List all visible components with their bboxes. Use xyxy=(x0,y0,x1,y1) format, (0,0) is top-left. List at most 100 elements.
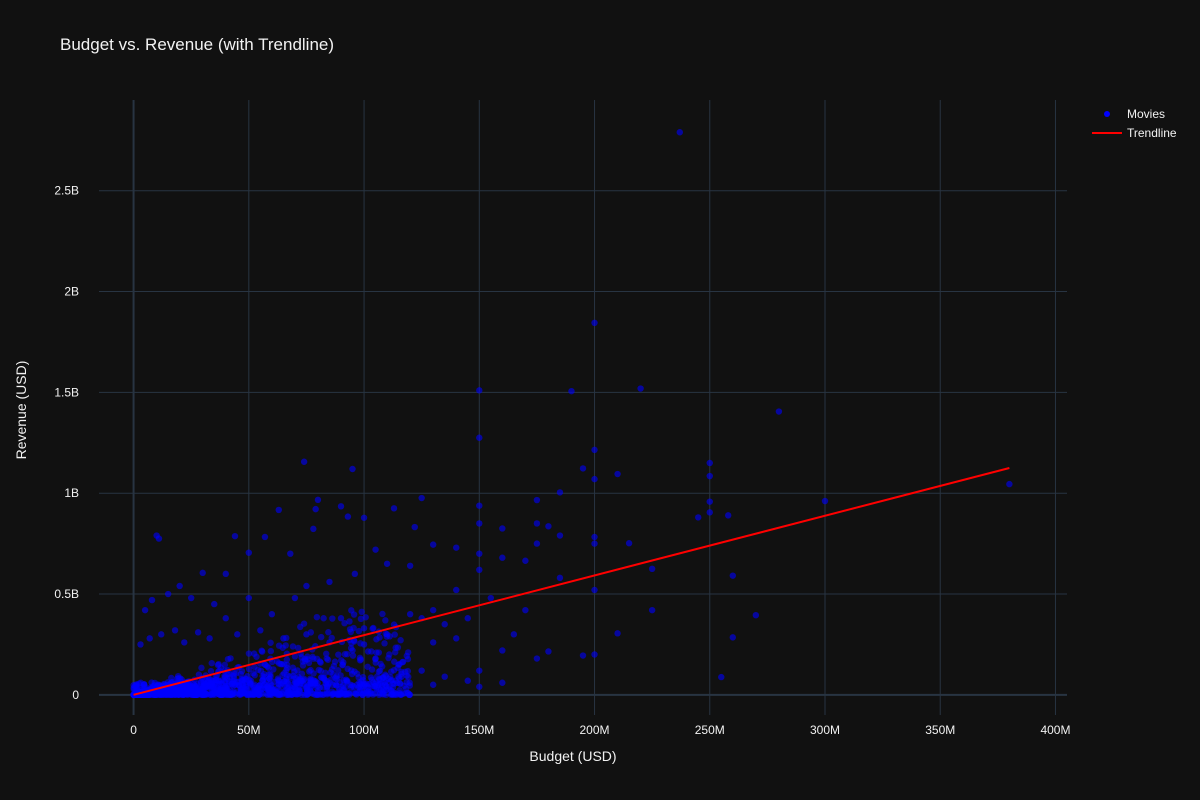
movies-point[interactable] xyxy=(267,647,275,655)
movies-point[interactable] xyxy=(292,674,299,682)
movies-point[interactable] xyxy=(383,560,391,567)
movies-point[interactable] xyxy=(341,651,349,658)
movies-point[interactable] xyxy=(141,606,149,614)
movies-point[interactable] xyxy=(349,652,357,659)
movies-point[interactable] xyxy=(323,655,330,662)
movies-point[interactable] xyxy=(316,684,323,691)
movies-point[interactable] xyxy=(499,647,506,654)
movies-point[interactable] xyxy=(379,610,386,618)
movies-point[interactable] xyxy=(499,525,506,532)
movies-point[interactable] xyxy=(261,533,269,541)
movies-point[interactable] xyxy=(261,661,268,668)
movies-point[interactable] xyxy=(267,680,274,687)
movies-point[interactable] xyxy=(333,673,340,680)
movies-point[interactable] xyxy=(140,681,148,688)
movies-point[interactable] xyxy=(614,470,621,478)
legend-movies-label[interactable]: Movies xyxy=(1127,107,1165,121)
movies-point[interactable] xyxy=(171,627,179,634)
movies-point[interactable] xyxy=(326,578,333,586)
movies-point[interactable] xyxy=(313,613,321,621)
movies-point[interactable] xyxy=(222,570,229,578)
movies-point[interactable] xyxy=(274,684,281,692)
movies-point[interactable] xyxy=(205,684,212,691)
movies-point[interactable] xyxy=(648,565,656,573)
movies-point[interactable] xyxy=(276,690,283,698)
movies-point[interactable] xyxy=(695,514,702,521)
movies-point[interactable] xyxy=(303,582,310,590)
movies-point[interactable] xyxy=(323,691,331,698)
movies-point[interactable] xyxy=(323,680,330,687)
movies-point[interactable] xyxy=(155,535,163,542)
movies-point[interactable] xyxy=(406,610,414,618)
movies-point[interactable] xyxy=(325,629,332,636)
movies-point[interactable] xyxy=(297,684,304,691)
movies-point[interactable] xyxy=(441,673,448,680)
movies-point[interactable] xyxy=(267,639,274,646)
movies-point[interactable] xyxy=(371,683,378,690)
movies-point[interactable] xyxy=(211,600,218,608)
movies-point[interactable] xyxy=(418,494,425,502)
movies-point[interactable] xyxy=(158,631,165,638)
movies-point[interactable] xyxy=(381,640,388,647)
movies-point[interactable] xyxy=(174,687,181,694)
movies-point[interactable] xyxy=(346,626,354,633)
movies-point[interactable] xyxy=(395,673,402,680)
movies-point[interactable] xyxy=(533,520,541,527)
movies-point[interactable] xyxy=(476,667,483,674)
movies-point[interactable] xyxy=(370,624,377,632)
movies-point[interactable] xyxy=(453,635,460,642)
movies-point[interactable] xyxy=(312,505,319,513)
movies-point[interactable] xyxy=(591,540,598,547)
movies-point[interactable] xyxy=(545,648,552,655)
movies-point[interactable] xyxy=(268,610,276,618)
movies-point[interactable] xyxy=(229,690,236,697)
movies-point[interactable] xyxy=(349,465,356,473)
movies-point[interactable] xyxy=(367,674,375,681)
movies-point[interactable] xyxy=(217,691,224,699)
movies-point[interactable] xyxy=(376,667,384,675)
movies-point[interactable] xyxy=(337,689,345,697)
movies-point[interactable] xyxy=(330,690,337,697)
movies-point[interactable] xyxy=(337,503,345,510)
movies-point[interactable] xyxy=(464,615,471,622)
movies-point[interactable] xyxy=(625,540,633,547)
movies-point[interactable] xyxy=(206,635,213,642)
movies-point[interactable] xyxy=(307,679,314,686)
movies-point[interactable] xyxy=(329,615,336,622)
movies-point[interactable] xyxy=(283,661,291,668)
movies-point[interactable] xyxy=(294,644,302,652)
movies-point[interactable] xyxy=(706,459,713,467)
movies-point[interactable] xyxy=(706,498,713,505)
movies-point[interactable] xyxy=(310,525,317,533)
movies-point[interactable] xyxy=(429,606,437,614)
movies-point[interactable] xyxy=(207,676,214,683)
movies-point[interactable] xyxy=(322,669,329,676)
movies-point[interactable] xyxy=(335,651,342,658)
movies-point[interactable] xyxy=(245,549,253,556)
movies-point[interactable] xyxy=(152,691,160,699)
movies-point[interactable] xyxy=(556,574,564,582)
movies-point[interactable] xyxy=(146,635,153,642)
movies-point[interactable] xyxy=(317,659,324,666)
movies-point[interactable] xyxy=(307,666,314,674)
movies-point[interactable] xyxy=(282,642,289,649)
movies-point[interactable] xyxy=(556,532,564,539)
movies-point[interactable] xyxy=(360,625,368,632)
movies-point[interactable] xyxy=(397,637,404,644)
movies-point[interactable] xyxy=(348,607,355,614)
movies-point[interactable] xyxy=(346,618,353,625)
movies-point[interactable] xyxy=(387,668,395,675)
movies-point[interactable] xyxy=(320,615,327,622)
movies-point[interactable] xyxy=(533,496,541,504)
movies-point[interactable] xyxy=(718,673,725,681)
movies-point[interactable] xyxy=(360,514,368,521)
movies-point[interactable] xyxy=(752,611,760,619)
movies-point[interactable] xyxy=(373,636,380,643)
movies-point[interactable] xyxy=(355,627,363,635)
movies-point[interactable] xyxy=(476,550,483,557)
movies-point[interactable] xyxy=(309,653,316,661)
movies-point[interactable] xyxy=(289,643,297,650)
movies-point[interactable] xyxy=(397,691,405,698)
movies-point[interactable] xyxy=(234,631,241,638)
movies-point[interactable] xyxy=(253,653,260,660)
